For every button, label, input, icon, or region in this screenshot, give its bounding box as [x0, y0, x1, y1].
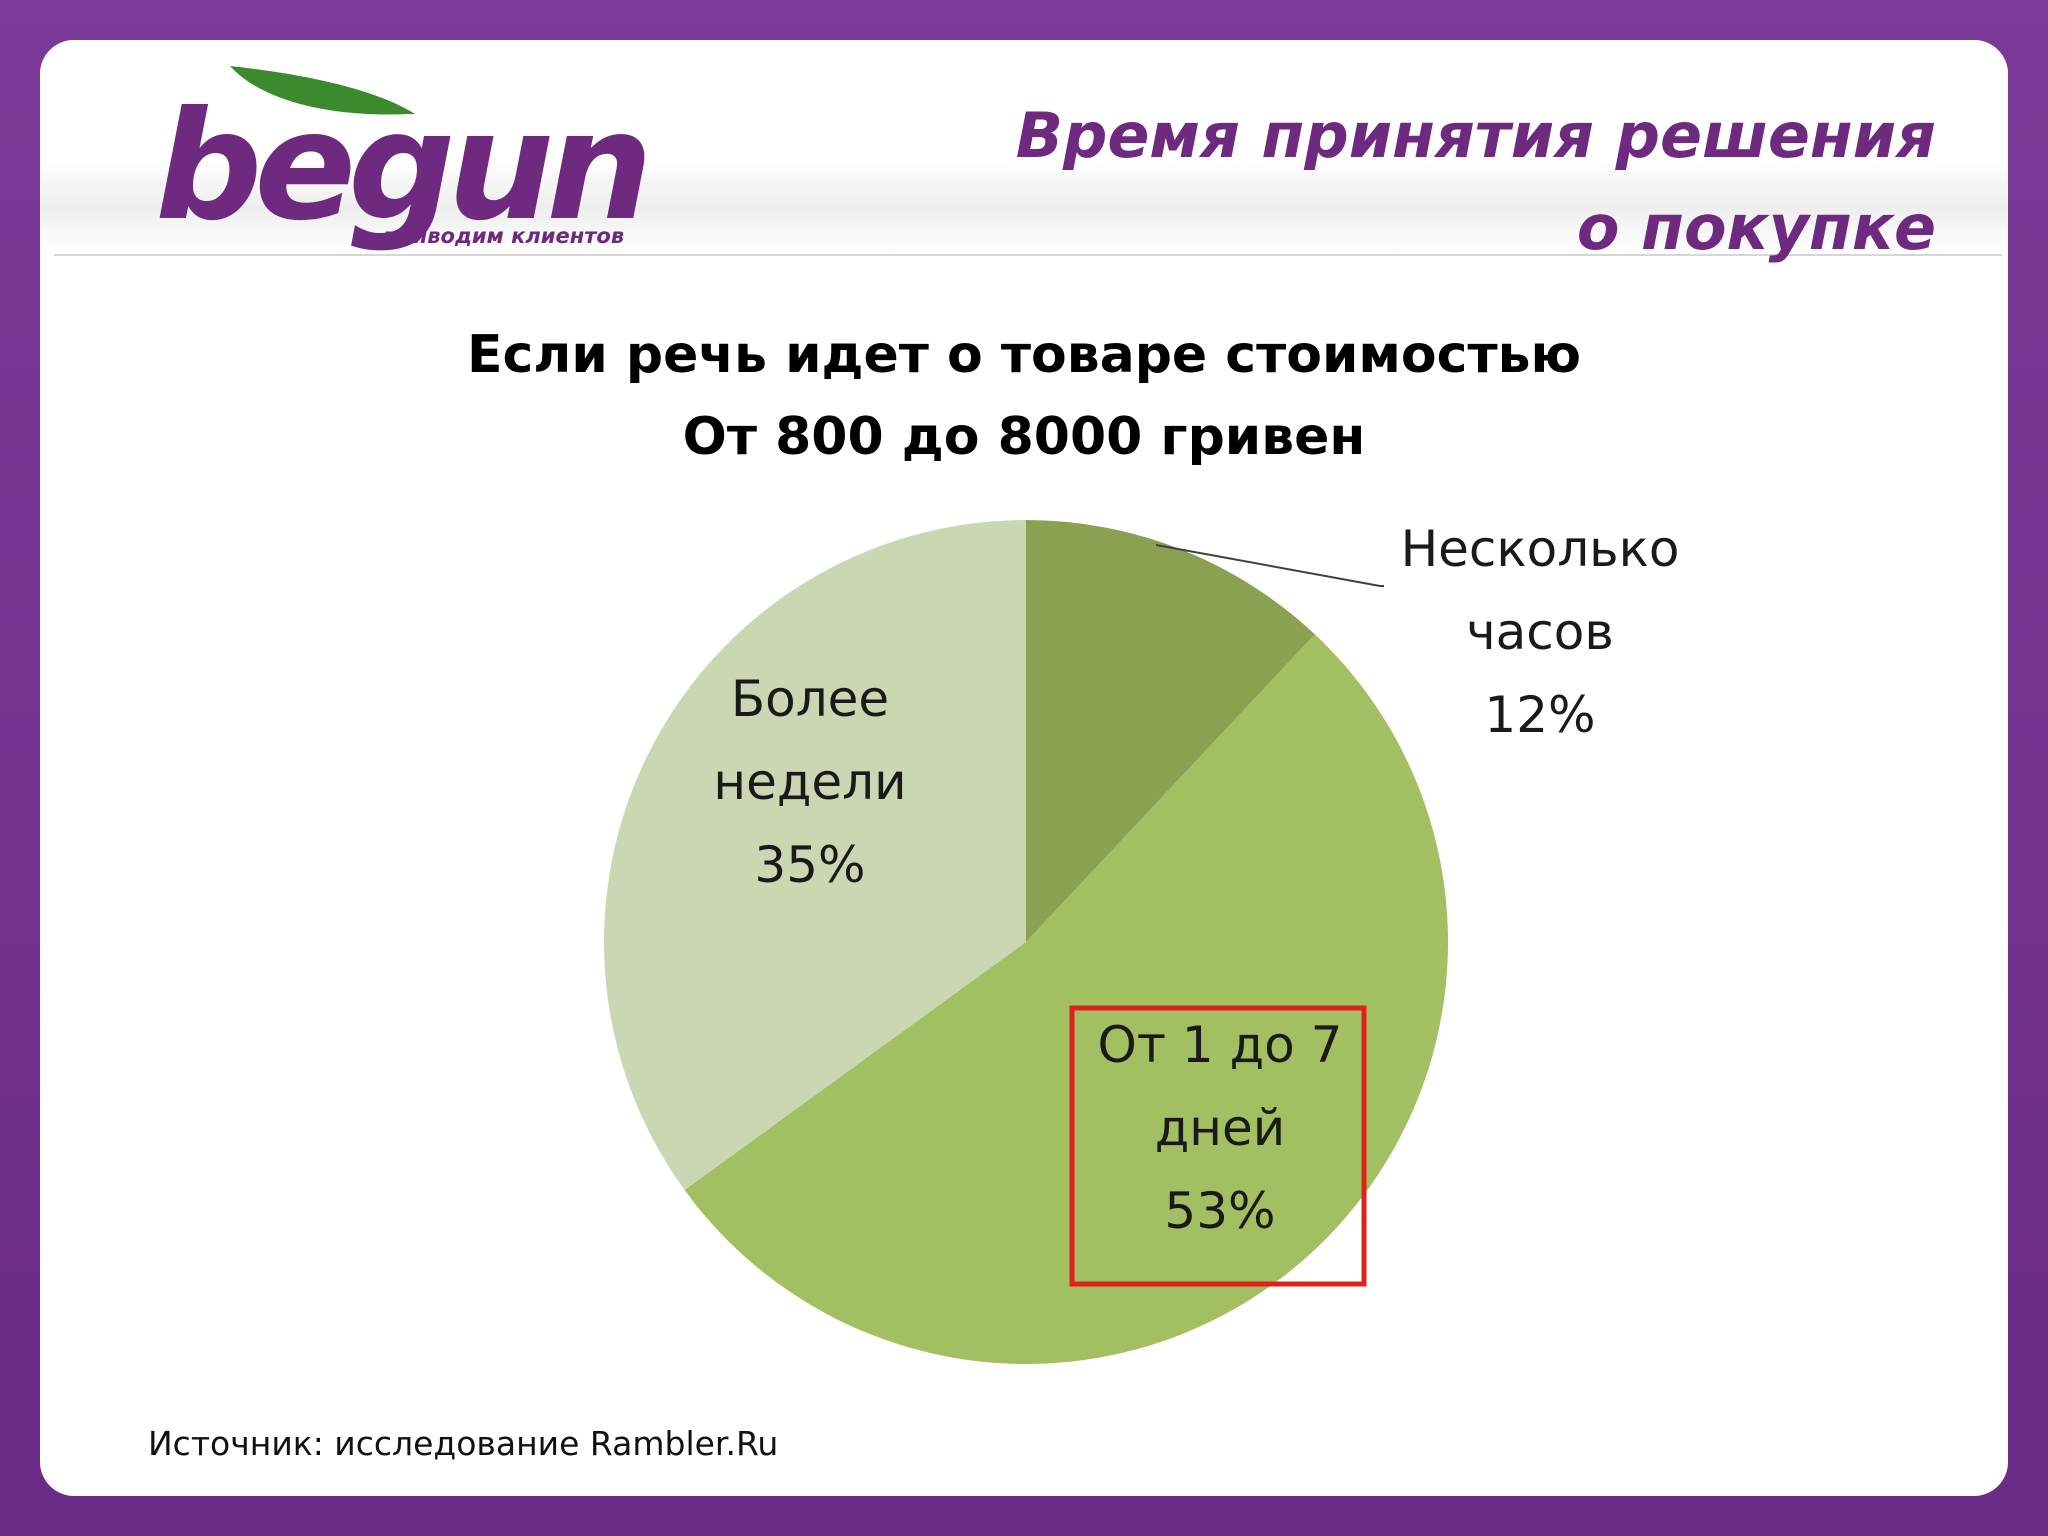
- pie-slice-3: [604, 520, 1026, 1191]
- slice-value-label-1: 12%: [1484, 686, 1595, 744]
- header-divider: [54, 254, 2002, 256]
- pie-slice-2: [684, 634, 1448, 1364]
- highlight-box: [1069, 1005, 1367, 1287]
- slice-label-1: часов: [1466, 603, 1614, 661]
- begun-logo: begun приводим клиентов: [155, 64, 675, 274]
- chart-title: Если речь идет о товаре стоимостью От 80…: [0, 314, 2048, 478]
- slice-label-1: Несколько: [1401, 520, 1680, 578]
- chart-title-line-1: Если речь идет о товаре стоимостью: [466, 325, 1582, 385]
- slice-value-label-3: 35%: [754, 836, 865, 894]
- leaf-icon: [230, 66, 415, 119]
- header-band: [40, 40, 2008, 254]
- slice-label-3: Более: [731, 670, 889, 728]
- slice-label-2: От 1 до 7: [1098, 1016, 1343, 1074]
- pie-slice-1: [1026, 520, 1315, 942]
- slide-title-line-1: Время принятия решения: [1015, 99, 1936, 172]
- leader-line-1: [1155, 544, 1384, 587]
- slice-label-3: недели: [713, 753, 906, 811]
- slice-label-2: дней: [1155, 1099, 1286, 1157]
- logo-tagline: приводим клиентов: [383, 224, 625, 248]
- slide-title-line-2: о покупке: [1576, 191, 1936, 264]
- slice-value-label-2: 53%: [1164, 1182, 1275, 1240]
- chart-title-line-2: От 800 до 8000 гривен: [682, 407, 1366, 467]
- slide-title: Время принятия решения о покупке: [836, 90, 1936, 274]
- logo-word: begun: [155, 80, 653, 254]
- source-note: Источник: исследование Rambler.Ru: [148, 1424, 779, 1463]
